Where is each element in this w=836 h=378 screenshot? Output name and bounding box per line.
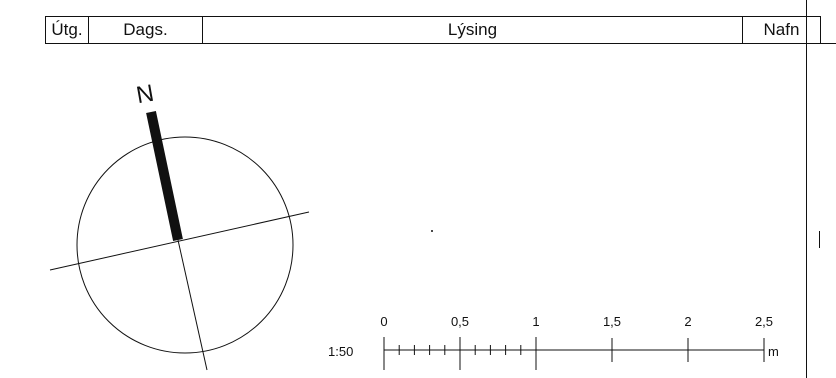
column-header-lysing: Lýsing <box>203 17 743 43</box>
column-header-utg: Útg. <box>46 17 89 43</box>
column-header-dags: Dags. <box>89 17 203 43</box>
north-arrow: N <box>49 80 310 371</box>
scale-tick-label: 1,5 <box>603 314 621 329</box>
north-needle <box>146 110 183 242</box>
frame-border-extension <box>806 43 836 44</box>
scale-tick-label: 2 <box>684 314 691 329</box>
revision-table-header: Útg. Dags. Lýsing Nafn <box>45 16 821 44</box>
side-mark <box>819 231 820 248</box>
scale-ratio-label: 1:50 <box>328 344 353 359</box>
frame-border-right <box>806 0 807 378</box>
column-header-nafn: Nafn <box>763 20 800 39</box>
compass-south-line <box>177 239 208 371</box>
compass-circle <box>76 136 294 354</box>
scale-tick-label: 1 <box>532 314 539 329</box>
scale-unit-label: m <box>768 344 779 359</box>
north-label: N <box>134 80 156 110</box>
scale-tick-label: 0 <box>380 314 387 329</box>
scale-tick-label: 0,5 <box>451 314 469 329</box>
stray-dot <box>431 230 433 232</box>
scale-bar: 1:50 0 0,5 1 1,5 2 2,5 m <box>328 314 779 370</box>
compass-east-west-line <box>49 211 310 271</box>
scale-tick-label: 2,5 <box>755 314 773 329</box>
